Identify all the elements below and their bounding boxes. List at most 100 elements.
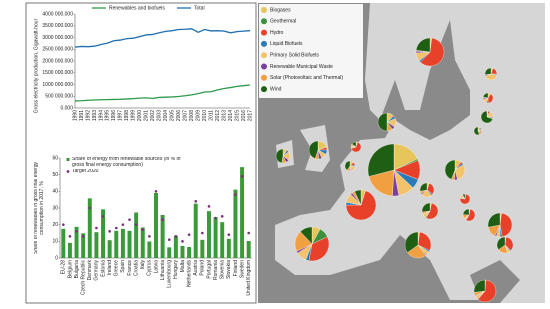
bar	[140, 227, 145, 258]
legend-label-text: Target 2020	[72, 169, 99, 174]
legend-label: Primary Solid Biofuels	[270, 53, 319, 59]
target-dot	[181, 240, 184, 243]
bar	[213, 217, 218, 258]
bar	[220, 222, 225, 258]
y-tick-label: 60	[52, 155, 58, 161]
target-dot	[247, 231, 250, 235]
x-tick-label: 2017	[247, 110, 253, 121]
target-dot	[167, 238, 171, 241]
target-dot	[201, 231, 204, 235]
legend-label: Liquid Biofuels	[270, 41, 303, 47]
pie-slice	[419, 182, 428, 192]
target-dot	[121, 223, 125, 226]
pie-slice	[487, 212, 501, 228]
bar	[193, 203, 198, 258]
map: Biogases Geothermal Hydro Liquid Biofuels Pr…	[258, 3, 545, 303]
x-tick-label: Croatia	[133, 260, 139, 276]
target-dot	[194, 200, 198, 203]
pie-slice	[404, 231, 419, 253]
map-legend-box	[259, 4, 363, 98]
legend-label: Renewables and biofuels	[109, 5, 165, 11]
x-tick-label: 2002	[150, 110, 156, 121]
pie-slice	[425, 202, 439, 220]
x-tick-label: 2014	[228, 110, 234, 121]
bar	[180, 246, 185, 258]
legend-label: Solar (Photovoltaic and Thermal)	[270, 75, 343, 81]
pie-slice	[462, 208, 470, 216]
pie-slice	[444, 159, 456, 180]
pie-slice	[477, 279, 497, 303]
x-tick-label: Finland	[233, 260, 239, 277]
x-tick-label: Slovenia	[220, 260, 226, 279]
x-tick-label: Austria	[193, 260, 199, 276]
target-dot	[240, 175, 244, 178]
target-dot	[114, 226, 118, 230]
x-tick-label: 2004	[163, 110, 169, 121]
target-dot	[187, 233, 191, 236]
bar	[127, 230, 132, 258]
x-tick-label: Estonia	[100, 260, 106, 277]
pie-slice	[415, 37, 431, 53]
x-tick-label: 2016	[241, 110, 247, 121]
pie-slice	[484, 67, 492, 75]
y-tick-label: 0	[55, 255, 58, 261]
x-tick-label: Slovakia	[226, 260, 232, 279]
bar	[167, 247, 172, 258]
legend-label: Hydro	[270, 30, 284, 36]
x-tick-label: 2012	[215, 110, 221, 121]
pie-slice	[300, 226, 313, 245]
x-tick-label: Lithuania	[160, 260, 166, 281]
target-dot	[234, 193, 237, 196]
line-series	[74, 28, 251, 48]
pie-slice	[351, 141, 357, 148]
target-dot	[148, 235, 151, 238]
target-dot	[174, 235, 178, 238]
y-tick-label: 1500 000.000	[42, 70, 73, 76]
x-tick-label: Denmark	[87, 260, 93, 281]
y-tick-label: 3000 000.000	[42, 35, 73, 41]
x-tick-label: 1991	[79, 110, 85, 121]
pie-slice	[344, 160, 351, 171]
target-dot	[227, 233, 231, 236]
pie-slice	[308, 236, 330, 262]
legend-label: Wind	[270, 86, 282, 92]
legend-label: Geothermal	[270, 19, 296, 25]
legend-label: Biogases	[270, 7, 291, 13]
bar	[154, 193, 158, 258]
x-tick-label: Greece	[114, 260, 120, 277]
x-tick-label: Cyprus	[147, 260, 153, 276]
bar	[206, 211, 211, 258]
pie-slice	[496, 236, 506, 250]
target-dot	[134, 223, 138, 226]
x-tick-label: Ireland	[107, 260, 113, 276]
bar	[81, 233, 86, 258]
y-tick-label: 50	[52, 172, 58, 178]
x-tick-label: Malta	[180, 260, 186, 272]
bar	[74, 226, 79, 258]
bar	[120, 228, 125, 258]
legend-label: Renewable Municipal Waste	[270, 64, 333, 70]
legend-swatch	[66, 158, 70, 161]
x-tick-label: Germany	[94, 260, 100, 281]
legend-swatch	[261, 86, 267, 93]
target-dot	[95, 226, 98, 230]
x-tick-label: 1996	[111, 110, 117, 121]
legend-label: Total	[194, 5, 205, 11]
x-tick-label: 2008	[189, 110, 195, 121]
target-dot	[68, 235, 72, 238]
y-tick-label: 20	[52, 222, 58, 228]
x-tick-label: 1998	[124, 110, 130, 121]
x-tick-label: Luxembourg	[167, 260, 173, 288]
pie-slice	[421, 202, 431, 213]
pie-slice	[417, 231, 432, 251]
x-tick-label: Latvia	[153, 260, 159, 274]
pie-slice	[420, 37, 445, 67]
x-tick-label: 2009	[195, 110, 201, 121]
y-tick-label: 30	[52, 205, 58, 211]
x-tick-label: 2001	[144, 110, 150, 121]
y-axis-label: Gross electricity production, Gigawatt-h…	[33, 18, 39, 113]
x-tick-label: Romania	[213, 260, 219, 280]
x-tick-label: 1997	[118, 110, 124, 121]
target-dot	[141, 228, 145, 231]
